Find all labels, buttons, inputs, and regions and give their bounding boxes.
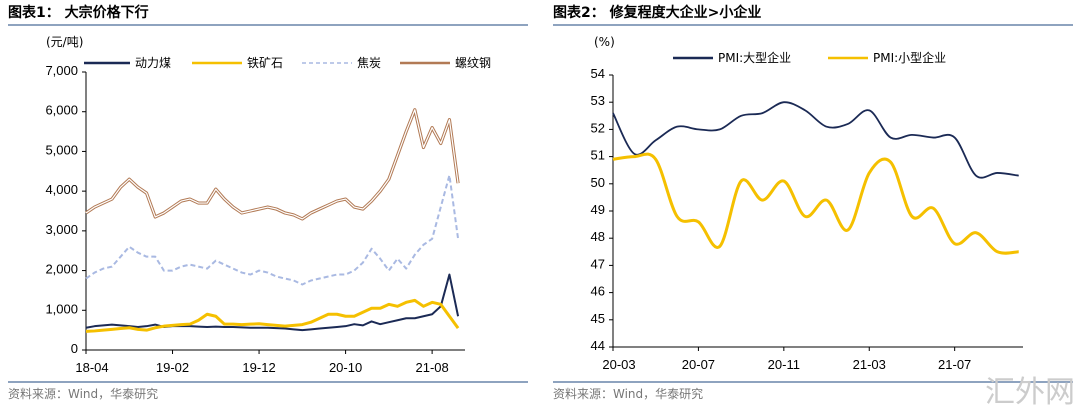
- x-tick-label: 20-10: [329, 360, 362, 375]
- y-tick-label: 0: [71, 341, 78, 356]
- y-tick-label: 54: [591, 66, 605, 81]
- series-line-2: [85, 298, 460, 333]
- series-line-4-outline: [85, 108, 460, 221]
- y-tick-label: 5,000: [45, 142, 78, 157]
- x-tick-label: 18-04: [75, 360, 108, 375]
- y-tick-label: 50: [591, 175, 605, 190]
- y-tick-label: 6,000: [45, 103, 78, 118]
- chart2-plot: 44 45 46 47 48 49 50 51 52 53 54 20-03 20-07 20-11 21-…: [591, 66, 1023, 372]
- chart1-source: 资料来源：Wind，华泰研究: [8, 386, 158, 401]
- chart2-unit: (%): [594, 35, 615, 49]
- y-tick-label: 52: [591, 120, 605, 135]
- x-tick-label: 21-03: [853, 357, 886, 372]
- x-tick-label: 20-03: [602, 357, 635, 372]
- legend-label-1: PMI:大型企业: [718, 50, 791, 65]
- chart1-title: 图表1： 大宗价格下行: [8, 4, 149, 21]
- y-tick-label: 45: [591, 311, 605, 326]
- chart2-source: 资料来源：Wind，华泰研究: [553, 386, 703, 401]
- y-tick-label: 48: [591, 229, 605, 244]
- chart1-plot: 0 1,000 2,000 3,000 4,000 5,000 6,000 7,000 18-0…: [45, 63, 465, 375]
- chart2-title: 图表2： 修复程度大企业>小企业: [553, 4, 761, 21]
- series-line-3: [85, 174, 460, 286]
- legend-label-3: 焦炭: [357, 56, 381, 70]
- y-tick-label: 49: [591, 202, 605, 217]
- y-tick-label: 1,000: [45, 301, 78, 316]
- y-tick-label: 2,000: [45, 262, 78, 277]
- y-tick-label: 44: [591, 338, 605, 353]
- chart2-legend: PMI:大型企业 PMI:小型企业: [673, 50, 946, 65]
- legend-label-1: 动力煤: [135, 56, 171, 70]
- x-tick-label: 19-02: [156, 360, 189, 375]
- chart1-legend: 动力煤 铁矿石 焦炭 螺纹钢: [84, 56, 491, 70]
- legend-label-2: 铁矿石: [247, 56, 283, 70]
- legend-label-2: PMI:小型企业: [873, 50, 946, 65]
- x-tick-label: 20-11: [768, 357, 800, 372]
- x-tick-label: 20-07: [682, 357, 715, 372]
- y-tick-label: 46: [591, 284, 605, 299]
- series-line-4: [85, 109, 459, 220]
- series-line-1: [85, 273, 460, 332]
- watermark: 汇外网: [985, 375, 1075, 405]
- series-line-1: [612, 101, 1019, 179]
- y-tick-label: 4,000: [45, 182, 78, 197]
- series-line-2: [612, 152, 1019, 255]
- y-tick-label: 3,000: [45, 222, 78, 237]
- x-tick-label: 21-08: [415, 360, 448, 375]
- y-tick-label: 51: [591, 148, 605, 163]
- x-tick-label: 19-12: [242, 360, 275, 375]
- x-tick-label: 21-07: [938, 357, 971, 372]
- legend-label-4: 螺纹钢: [455, 56, 491, 70]
- y-tick-label: 47: [591, 256, 605, 271]
- chart1-unit: (元/吨): [46, 35, 83, 49]
- y-tick-label: 53: [591, 93, 605, 108]
- y-tick-label: 7,000: [45, 63, 78, 78]
